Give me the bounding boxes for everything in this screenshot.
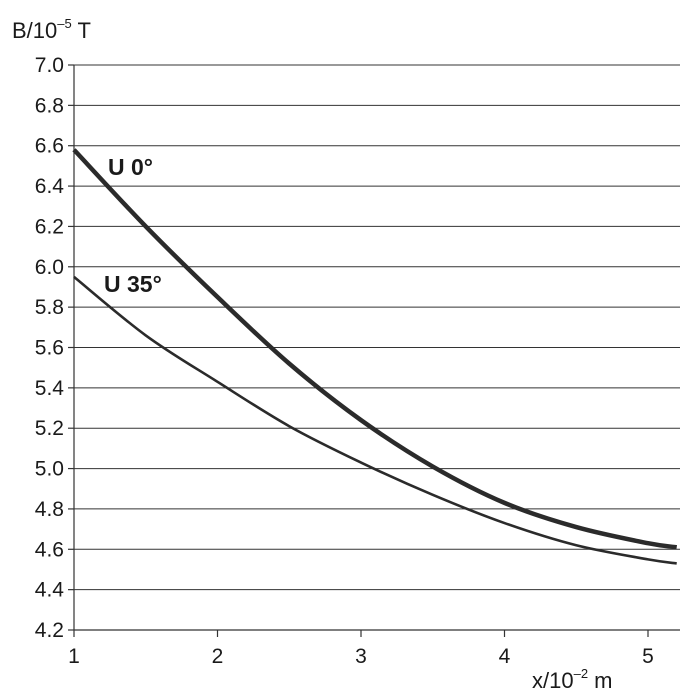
y-tick-label: 6.6 — [35, 135, 64, 158]
y-tick-label: 5.0 — [35, 458, 64, 481]
grid-lines — [74, 64, 680, 631]
y-axis-title: B/10–5 T — [12, 16, 91, 43]
x-tick-label: 4 — [499, 645, 511, 668]
y-tick-label: 4.6 — [35, 538, 64, 561]
x-tick-label: 5 — [642, 645, 654, 668]
series-label-u35: U 35° — [104, 271, 162, 297]
y-tick-label: 4.2 — [35, 619, 64, 642]
x-tick-label: 3 — [355, 645, 367, 668]
y-tick-label: 5.6 — [35, 337, 64, 360]
series-label-u0: U 0° — [108, 154, 153, 180]
series-line-u0 — [72, 148, 678, 550]
y-tick-label: 6.4 — [35, 175, 65, 198]
series-lines — [72, 148, 678, 565]
axes — [68, 64, 680, 637]
y-tick-label: 7.0 — [35, 54, 64, 77]
y-tick-label: 5.2 — [35, 417, 64, 440]
x-tick-labels: 1 2 3 4 5 — [68, 645, 654, 668]
y-tick-label: 6.8 — [35, 94, 64, 117]
y-tick-label: 6.0 — [35, 256, 64, 279]
y-tick-labels: 4.2 4.4 4.6 4.8 5.0 5.2 5.4 5.6 5.8 6.0 6.2 6.4 6.6 6… — [35, 54, 65, 642]
y-tick-label: 6.2 — [35, 215, 64, 238]
series-line-u35 — [73, 275, 677, 565]
x-axis-title: x/10–2 m — [532, 666, 613, 693]
y-tick-label: 5.4 — [35, 377, 65, 400]
x-tick-label: 2 — [212, 645, 224, 668]
x-tick-label: 1 — [68, 645, 80, 668]
y-tick-label: 5.8 — [35, 296, 64, 319]
y-tick-label: 4.8 — [35, 498, 64, 521]
y-tick-label: 4.4 — [35, 579, 65, 602]
